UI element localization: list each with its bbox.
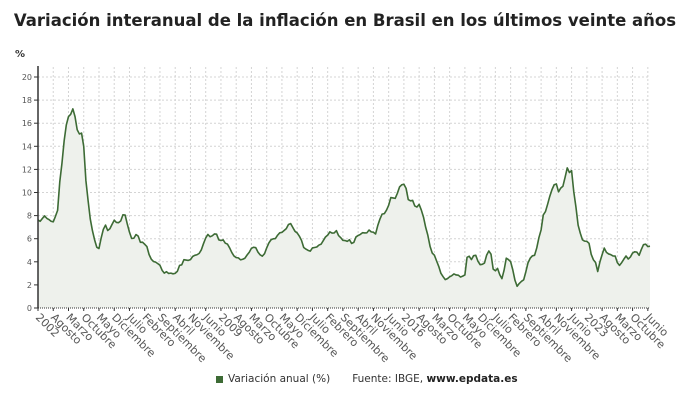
legend: Variación anual (%) Fuente: IBGE, www.ep… [216, 373, 518, 385]
y-tick-label: 18 [22, 96, 32, 105]
source-prefix: Fuente: IBGE, [352, 373, 424, 385]
y-tick-label: 4 [27, 258, 32, 267]
series-area-fill [38, 108, 650, 308]
chart-title: Variación interanual de la inflación en … [13, 11, 677, 30]
y-tick-label: 0 [27, 304, 32, 313]
source-note: Fuente: IBGE, www.epdata.es [352, 373, 517, 385]
y-tick-label: 10 [22, 189, 32, 198]
y-tick-label: 20 [22, 73, 32, 82]
y-axis-label: % [15, 49, 25, 60]
y-tick-label: 12 [22, 165, 32, 174]
source-site: www.epdata.es [426, 373, 518, 385]
y-tick-label: 16 [22, 119, 32, 128]
y-tick-label: 2 [27, 281, 32, 290]
y-tick-label: 8 [27, 212, 32, 221]
series-line [37, 108, 651, 288]
legend-swatch [216, 375, 223, 383]
legend-label: Variación anual (%) [228, 373, 331, 385]
y-tick-label: 14 [22, 142, 32, 151]
y-tick-label: 6 [27, 235, 32, 244]
